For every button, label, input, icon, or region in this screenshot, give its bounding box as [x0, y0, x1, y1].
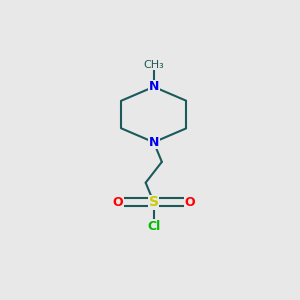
Text: O: O: [184, 196, 195, 209]
Text: O: O: [112, 196, 123, 209]
Text: S: S: [149, 195, 159, 209]
Text: CH₃: CH₃: [143, 60, 164, 70]
Text: N: N: [148, 80, 159, 93]
Text: N: N: [148, 136, 159, 149]
Text: Cl: Cl: [147, 220, 160, 233]
